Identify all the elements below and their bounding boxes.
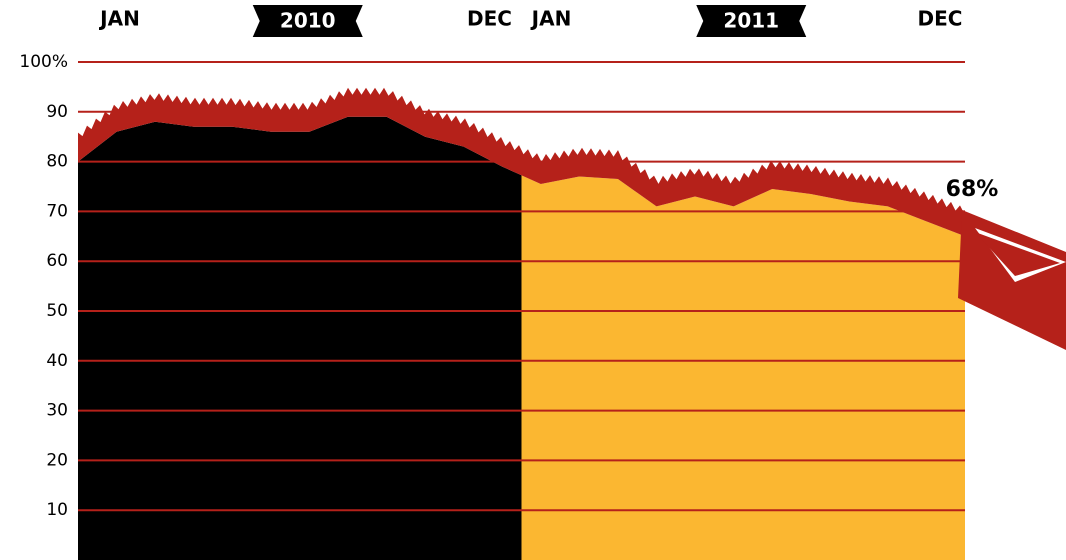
y-tick-label: 100% — [19, 52, 68, 72]
grid — [78, 61, 965, 512]
y-tick-label: 30 — [46, 401, 68, 421]
y-tick-label: 70 — [46, 201, 68, 221]
period-start: JAN — [530, 7, 572, 31]
y-tick-label: 20 — [46, 450, 68, 470]
area — [521, 175, 965, 560]
area — [78, 116, 522, 560]
y-tick-label: 40 — [46, 351, 68, 371]
y-tick-label: 60 — [46, 251, 68, 271]
arrow-inner — [975, 232, 1060, 276]
band — [78, 87, 965, 237]
trend-arrow — [958, 210, 1066, 350]
year-label: 2010 — [280, 9, 336, 33]
band — [78, 87, 965, 237]
period-start: JAN — [98, 7, 140, 31]
annotation: 68% — [946, 177, 999, 202]
areas — [78, 116, 965, 560]
y-tick-label: 80 — [46, 152, 68, 172]
y-tick-label: 10 — [46, 500, 68, 520]
year-label: 2011 — [723, 9, 779, 33]
period-end: DEC — [918, 7, 963, 31]
y-tick-label: 90 — [46, 102, 68, 122]
year-banner — [696, 5, 807, 37]
y-tick-label: 50 — [46, 301, 68, 321]
period-end: DEC — [467, 7, 512, 31]
year-banner — [252, 5, 363, 37]
